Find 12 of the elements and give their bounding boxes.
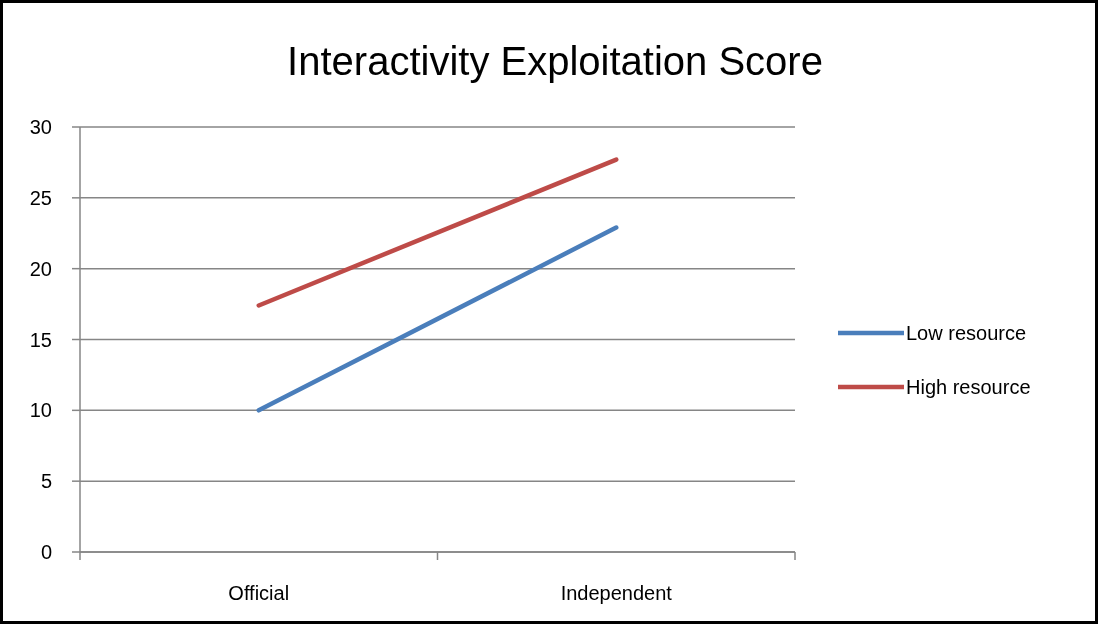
chart-title: Interactivity Exploitation Score xyxy=(287,39,823,83)
y-tick-label: 5 xyxy=(40,470,52,493)
y-tick-label: 15 xyxy=(29,328,52,351)
y-tick-label: 10 xyxy=(29,399,52,422)
y-tick-label: 25 xyxy=(29,186,52,209)
y-tick-label: 30 xyxy=(29,116,52,138)
x-tick-label: Independent xyxy=(560,582,673,604)
legend-label: Low resource xyxy=(906,322,1027,344)
y-tick-label: 0 xyxy=(40,541,52,563)
x-tick-label: Official xyxy=(228,582,290,604)
y-tick-label: 20 xyxy=(29,257,52,280)
legend-label: High resource xyxy=(906,376,1031,398)
